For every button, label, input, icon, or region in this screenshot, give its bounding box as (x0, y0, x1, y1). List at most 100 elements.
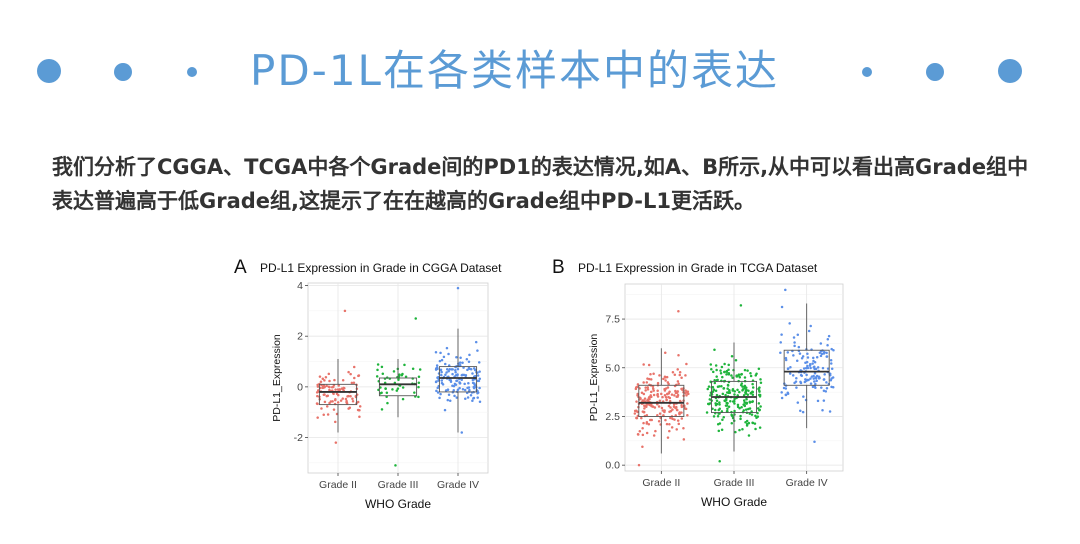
data-point (447, 364, 451, 367)
data-point (717, 429, 721, 433)
data-point (451, 372, 454, 376)
data-point (636, 433, 640, 436)
data-point (478, 386, 481, 390)
data-point (663, 394, 667, 397)
data-point (710, 368, 713, 371)
data-point (436, 391, 440, 394)
boxplot-chart-a: A PD-L1 Expression in Grade in CGGA Datas… (234, 257, 502, 511)
data-point (316, 416, 319, 419)
data-point (440, 379, 444, 382)
data-point (643, 397, 647, 400)
data-point (815, 355, 819, 359)
data-point (335, 392, 339, 395)
data-point (830, 367, 834, 371)
chart-title: PD-L1 Expression in Grade in CGGA Datase… (260, 261, 502, 275)
data-point (677, 310, 680, 313)
data-point (750, 413, 754, 416)
data-point (418, 368, 422, 371)
data-point (322, 386, 326, 389)
data-point (784, 356, 788, 360)
data-point (706, 402, 710, 406)
data-point (745, 388, 748, 392)
decor-dot (37, 59, 61, 83)
data-point (726, 384, 730, 387)
data-point (646, 386, 649, 389)
data-point (780, 391, 783, 394)
data-point (316, 394, 319, 398)
data-point (718, 401, 721, 404)
data-point (462, 373, 466, 377)
data-point (795, 376, 798, 380)
data-point (639, 397, 642, 401)
data-point (823, 373, 826, 376)
data-point (755, 372, 758, 375)
data-point (434, 351, 438, 354)
data-point (818, 376, 821, 380)
data-point (728, 388, 731, 392)
data-point (784, 393, 788, 397)
data-point (672, 403, 676, 406)
data-point (663, 410, 666, 414)
data-point (806, 364, 809, 368)
data-point (743, 376, 747, 379)
data-point (649, 390, 653, 394)
data-point (461, 387, 465, 391)
data-point (683, 407, 687, 410)
decor-dot (187, 67, 197, 77)
x-tick-label: Grade IV (786, 477, 828, 489)
data-point (325, 384, 328, 388)
data-point (642, 363, 645, 366)
data-point (641, 445, 644, 449)
data-point (673, 373, 677, 377)
data-point (814, 382, 817, 386)
data-point (467, 382, 470, 385)
data-point (713, 378, 716, 382)
data-point (686, 414, 689, 417)
data-point (654, 429, 657, 433)
data-point (651, 387, 655, 390)
data-point (826, 343, 829, 347)
data-point (458, 361, 462, 364)
data-point (671, 408, 674, 411)
data-point (805, 373, 808, 377)
data-point (742, 399, 746, 402)
data-point (728, 391, 732, 395)
panel-label: A (234, 257, 247, 278)
data-point (664, 396, 668, 399)
data-point (666, 392, 669, 396)
data-point (676, 380, 680, 383)
data-point (417, 381, 421, 384)
data-point (802, 395, 805, 398)
box-iqr (783, 349, 830, 386)
data-point (451, 384, 454, 387)
data-point (714, 408, 717, 412)
data-point (446, 388, 450, 391)
data-point (345, 402, 349, 405)
data-point (334, 388, 337, 391)
data-point (656, 413, 659, 417)
data-point (678, 399, 682, 403)
data-point (715, 375, 718, 378)
data-point (788, 322, 791, 325)
data-point (645, 431, 649, 435)
data-point (784, 358, 788, 362)
data-point (417, 395, 420, 399)
data-point (741, 385, 744, 388)
box-group-grade-iii (375, 317, 422, 467)
data-point (799, 409, 802, 413)
data-point (339, 399, 343, 402)
data-point (332, 408, 336, 411)
x-tick-label: Grade IV (437, 479, 479, 491)
data-point (444, 373, 447, 376)
x-axis-label: WHO Grade (365, 497, 431, 511)
data-point (439, 392, 442, 396)
data-point (448, 399, 452, 403)
data-point (741, 388, 745, 391)
box-group-grade-iii (705, 304, 763, 463)
data-point (675, 428, 678, 431)
data-point (471, 372, 474, 375)
data-point (438, 396, 441, 400)
data-point (324, 376, 328, 379)
data-point (736, 394, 739, 397)
data-point (435, 389, 438, 393)
